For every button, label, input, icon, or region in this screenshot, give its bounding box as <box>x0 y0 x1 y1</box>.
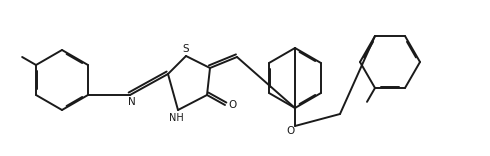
Text: S: S <box>183 44 189 54</box>
Text: O: O <box>228 100 236 110</box>
Text: N: N <box>128 97 136 107</box>
Text: NH: NH <box>169 113 183 123</box>
Text: O: O <box>286 126 294 136</box>
